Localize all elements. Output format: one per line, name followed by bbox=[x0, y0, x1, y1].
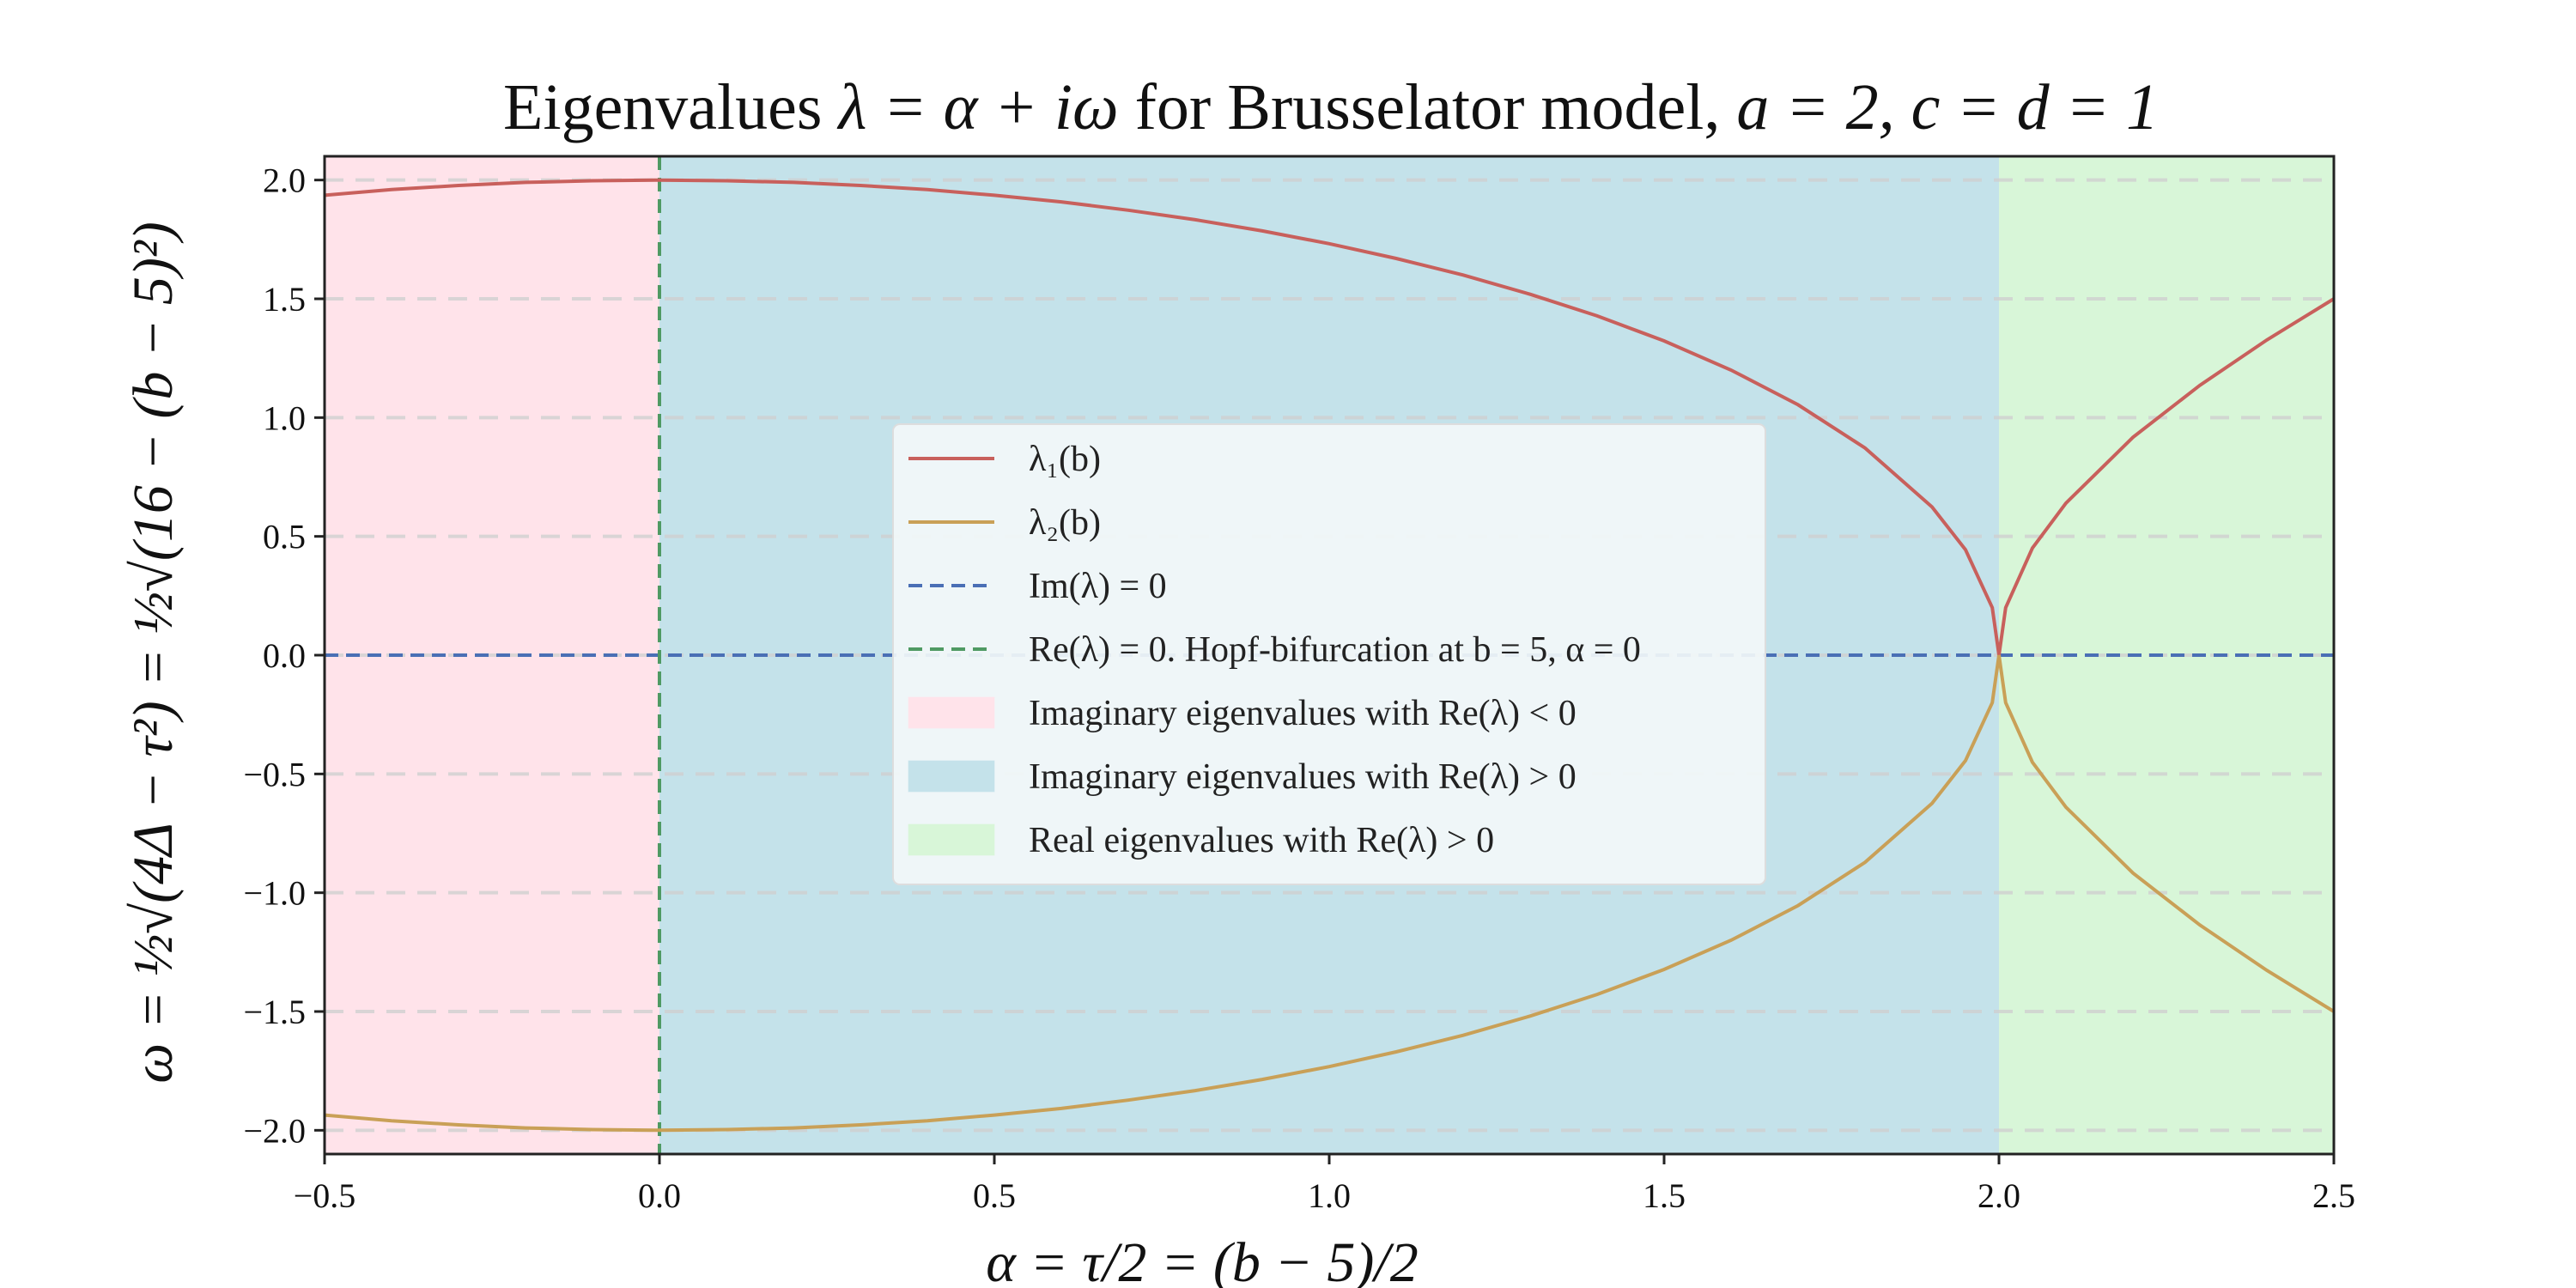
y-tick-label: −0.5 bbox=[243, 755, 306, 793]
x-tick-label: −0.5 bbox=[294, 1176, 356, 1215]
legend-label-6: Real eigenvalues with Re(λ) > 0 bbox=[1029, 821, 1494, 860]
y-tick-label: 2.0 bbox=[263, 161, 306, 200]
y-tick-label: 1.5 bbox=[263, 280, 306, 319]
series-lines bbox=[325, 178, 2334, 1133]
legend-swatch-6 bbox=[908, 823, 995, 856]
x-tick-label: 2.5 bbox=[2312, 1176, 2355, 1215]
y-axis-label: ω = ½√(4Δ − τ²) = ½√(16 − (b − 5)²) bbox=[122, 222, 185, 1083]
series-line-2 bbox=[325, 654, 2334, 1133]
y-axis-ticks: 2.0 1.5 1.0 0.5 0.0 −0.5 −1.0 −1.5 −2.0 bbox=[243, 161, 325, 1150]
title-prefix: Eigenvalues bbox=[503, 71, 838, 143]
y-tick-label: −1.0 bbox=[243, 874, 306, 913]
legend-label-1: λ₂(b) bbox=[1029, 503, 1101, 543]
title-params: a = 2, c = d = 1 bbox=[1736, 71, 2159, 143]
chart-title: Eigenvalues λ = α + iω for Brusselator m… bbox=[503, 71, 2159, 143]
title-math: λ = α + iω bbox=[836, 71, 1118, 143]
y-tick-label: 0.5 bbox=[263, 518, 306, 556]
legend-label-0: λ₁(b) bbox=[1029, 440, 1101, 479]
x-axis-ticks: −0.5 0.0 0.5 1.0 1.5 2.0 2.5 bbox=[294, 1154, 2355, 1215]
legend-label-2: Im(λ) = 0 bbox=[1029, 567, 1167, 606]
legend-label-5: Imaginary eigenvalues with Re(λ) > 0 bbox=[1029, 757, 1577, 797]
legend-label-4: Imaginary eigenvalues with Re(λ) < 0 bbox=[1029, 694, 1577, 733]
legend-swatch-4 bbox=[908, 696, 995, 729]
y-tick-label: 1.0 bbox=[263, 398, 306, 437]
y-tick-label: −2.0 bbox=[243, 1111, 306, 1150]
x-tick-label: 0.0 bbox=[638, 1176, 681, 1215]
legend-swatch-5 bbox=[908, 760, 995, 793]
y-tick-label: 0.0 bbox=[263, 636, 306, 675]
legend: λ₁(b) λ₂(b) Im(λ) = 0 Re(λ) = 0. Hopf-bifur… bbox=[892, 423, 1766, 885]
x-tick-label: 0.5 bbox=[973, 1176, 1016, 1215]
legend-label-3: Re(λ) = 0. Hopf-bifurcation at b = 5, α … bbox=[1029, 630, 1641, 670]
x-tick-label: 2.0 bbox=[1978, 1176, 2020, 1215]
title-middle: for Brusselator model, bbox=[1119, 71, 1737, 143]
y-tick-label: −1.5 bbox=[243, 993, 306, 1031]
x-tick-label: 1.5 bbox=[1643, 1176, 1686, 1215]
legend-box bbox=[892, 423, 1766, 885]
x-axis-label: α = τ/2 = (b − 5)/2 bbox=[986, 1231, 1419, 1288]
x-tick-label: 1.0 bbox=[1308, 1176, 1351, 1215]
series-line-1 bbox=[325, 178, 2334, 656]
